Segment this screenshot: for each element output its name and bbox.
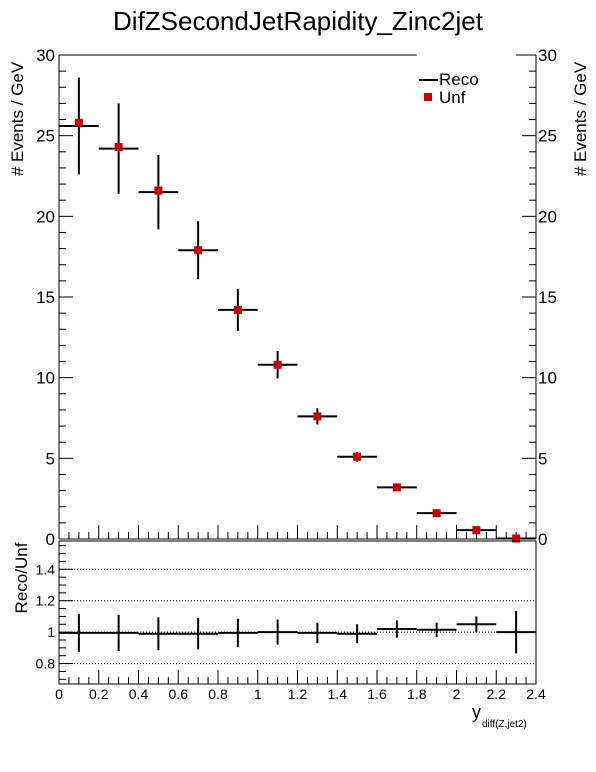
top-ytick-label-left: 20 — [36, 207, 55, 226]
top-ytick-label-left: 15 — [36, 288, 55, 307]
ratio-frame-box — [58, 540, 537, 685]
ratio-xtick-label: 0.2 — [89, 686, 109, 702]
x-axis-label-subscript: diff(Z,jet2) — [482, 719, 527, 730]
unf-marker — [114, 142, 123, 151]
unf-marker — [512, 534, 521, 543]
top-axis-ticks: 0 0 5 5 10 10 15 15 20 20 25 25 30 30 — [36, 46, 557, 549]
top-ytick-label-left: 5 — [46, 449, 55, 468]
chart-title: DifZSecondJetRapidity_Zinc2jet — [113, 6, 484, 36]
top-ytick-label-right: 25 — [538, 127, 557, 146]
legend-reco-label: Reco — [439, 70, 479, 89]
top-ytick-label-right: 10 — [538, 369, 557, 388]
ratio-xtick-label: 2 — [453, 686, 461, 702]
unf-marker — [432, 509, 441, 518]
ratio-ytick-label: 1.2 — [36, 593, 56, 609]
ratio-y-axis-label: Reco/Unf — [12, 542, 31, 613]
ratio-xtick-label: 1.6 — [367, 686, 387, 702]
top-ytick-label-left: 25 — [36, 127, 55, 146]
unf-marker — [194, 246, 203, 255]
top-ytick-label-right: 5 — [538, 449, 547, 468]
legend-unf-marker — [424, 93, 432, 101]
ratio-xtick-label: 0.8 — [208, 686, 228, 702]
unf-marker — [472, 526, 481, 535]
unf-marker — [392, 483, 401, 492]
x-axis-label: y — [472, 702, 481, 722]
unf-marker — [233, 305, 242, 314]
top-series — [59, 77, 536, 543]
ratio-ytick-label: 0.8 — [36, 656, 56, 672]
ratio-xtick-label: 1.4 — [328, 686, 348, 702]
top-ytick-label-right: 0 — [538, 530, 547, 549]
top-ytick-label-right: 15 — [538, 288, 557, 307]
unf-marker — [154, 186, 163, 195]
ratio-axis-ticks: 0.8 1 1.2 1.4 0 0.2 0.4 0.6 0.8 1 1.2 1.4 1.6 1.8 2 2.2… — [36, 545, 546, 702]
ratio-xtick-label: 0.6 — [169, 686, 189, 702]
top-ytick-label-left: 10 — [36, 369, 55, 388]
legend-unf-label: Unf — [439, 88, 466, 107]
unf-marker — [353, 452, 362, 461]
top-ytick-label-right: 20 — [538, 207, 557, 226]
y-axis-label-right: # Events / GeV — [571, 61, 590, 176]
unf-marker — [273, 360, 282, 369]
ratio-ytick-label: 1.4 — [36, 561, 56, 577]
top-ytick-label-left: 30 — [36, 46, 55, 65]
ratio-plot-frame — [58, 540, 537, 685]
ratio-xtick-label: 0.4 — [129, 686, 149, 702]
ratio-xtick-label: 1.2 — [288, 686, 308, 702]
unf-marker — [313, 412, 322, 421]
top-ytick-label-left: 0 — [46, 530, 55, 549]
ratio-xtick-label: 2.2 — [487, 686, 507, 702]
ratio-ytick-label: 1 — [47, 624, 55, 640]
top-plot-frame — [58, 54, 537, 540]
unf-marker — [74, 118, 83, 127]
ratio-xtick-label: 1 — [254, 686, 262, 702]
top-ytick-label-right: 30 — [538, 46, 557, 65]
ratio-xtick-label: 1.8 — [407, 686, 427, 702]
y-axis-label-left: # Events / GeV — [8, 61, 27, 176]
ratio-xtick-label: 0 — [55, 686, 63, 702]
ratio-series — [59, 610, 536, 654]
ratio-xtick-label: 2.4 — [526, 686, 546, 702]
